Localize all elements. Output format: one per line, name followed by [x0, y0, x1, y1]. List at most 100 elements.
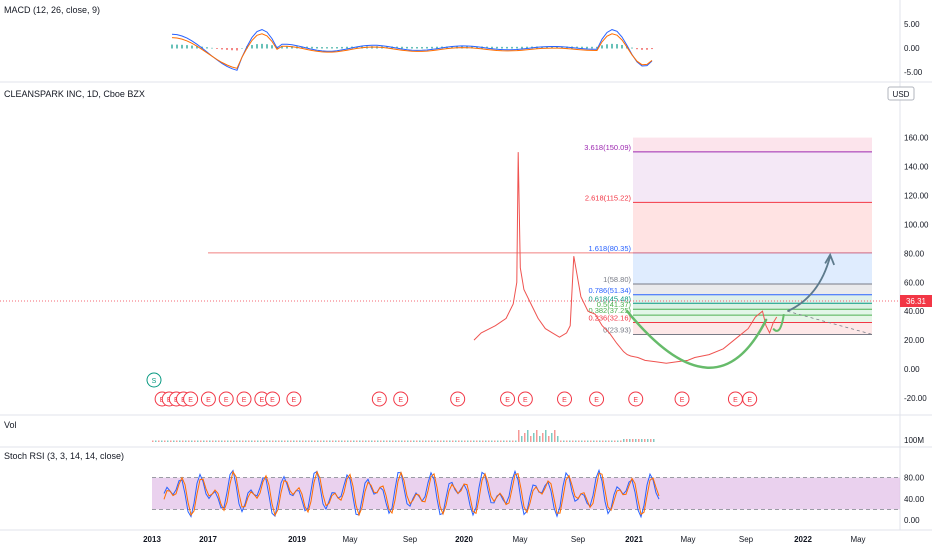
price-axis-tick: -20.00: [904, 394, 927, 403]
macd-histogram-bar: [291, 46, 293, 49]
volume-bar: [377, 440, 379, 442]
volume-bar: [494, 440, 496, 442]
macd-histogram-bar: [256, 44, 258, 49]
volume-bar: [188, 440, 190, 442]
volume-bar: [218, 440, 220, 442]
earnings-marker: [500, 391, 516, 407]
macd-histogram-bar: [311, 46, 313, 49]
volume-bar: [362, 440, 364, 442]
volume-bar: [257, 440, 259, 442]
macd-histogram-bar: [401, 46, 403, 49]
macd-histogram-bar: [636, 48, 638, 50]
price-axis-tick: 160.00: [904, 134, 929, 143]
macd-histogram-bar: [646, 48, 648, 50]
volume-bar: [485, 440, 487, 442]
volume-bar: [320, 440, 322, 442]
volume-bar: [161, 440, 163, 442]
earnings-marker: [742, 391, 758, 407]
price-axis-tick: 40.00: [904, 307, 925, 316]
currency-button[interactable]: [887, 86, 915, 101]
macd-axis-tick: -5.00: [904, 68, 923, 77]
fib-level-label: 0.382(37.25): [588, 306, 631, 315]
volume-bar: [578, 440, 580, 442]
macd-histogram-bar: [591, 46, 593, 49]
volume-bar: [599, 440, 601, 442]
volume-bar: [584, 440, 586, 442]
price-axis-tick: 140.00: [904, 163, 929, 172]
earnings-marker: [557, 391, 573, 407]
volume-bar: [542, 433, 544, 442]
earnings-marker: [286, 391, 302, 407]
volume-bar: [197, 440, 199, 442]
volume-bar: [170, 440, 172, 442]
volume-bar: [236, 440, 238, 442]
volume-bar: [620, 440, 622, 442]
macd-histogram-bar: [306, 46, 308, 49]
volume-bar: [632, 439, 634, 442]
fib-level-label: 3.618(150.09): [584, 143, 631, 152]
time-axis-label: Sep: [739, 535, 754, 544]
volume-bar: [614, 440, 616, 442]
macd-histogram-bar: [221, 48, 223, 50]
volume-bar: [206, 440, 208, 442]
macd-histogram-bar: [506, 46, 508, 49]
volume-bar: [500, 440, 502, 442]
volume-bar: [299, 440, 301, 442]
earnings-marker-label: E: [633, 397, 638, 404]
volume-bar: [248, 440, 250, 442]
time-axis-label: 2019: [288, 535, 306, 544]
volume-bar: [359, 440, 361, 442]
volume-bar: [455, 440, 457, 442]
earnings-marker: [628, 391, 644, 407]
trend-line: [787, 310, 873, 335]
volume-label: Vol: [4, 420, 17, 430]
price-panel: 3.618(150.09) 2.618(115.22) 1.618(80.35) 1(…: [0, 137, 900, 407]
time-axis-label: 2013: [143, 535, 161, 544]
last-price-tag: [900, 295, 932, 307]
time-axis-label: 2022: [794, 535, 812, 544]
earnings-marker-label: E: [292, 397, 297, 404]
volume-bar: [383, 440, 385, 442]
volume-axis-tick: 100M: [904, 436, 924, 445]
volume-bar: [527, 430, 529, 442]
volume-bar: [200, 440, 202, 442]
volume-bar: [269, 440, 271, 442]
macd-histogram-bar: [431, 46, 433, 49]
volume-bar: [491, 440, 493, 442]
volume-bar: [374, 440, 376, 442]
earnings-marker: [589, 391, 605, 407]
macd-axis-tick: 0.00: [904, 44, 920, 53]
volume-bar: [434, 440, 436, 442]
macd-line: [171, 29, 653, 71]
macd-histogram-bar: [271, 45, 273, 49]
volume-bar: [419, 440, 421, 442]
volume-bar: [479, 440, 481, 442]
projection-arrow: [787, 255, 832, 313]
volume-bar: [563, 440, 565, 442]
macd-histogram-bar: [611, 43, 613, 49]
volume-bar: [548, 436, 550, 442]
macd-histogram-bar: [286, 46, 288, 49]
volume-bar: [371, 440, 373, 442]
macd-histogram-bar: [451, 46, 453, 49]
volume-bar: [617, 440, 619, 442]
macd-histogram-bar: [171, 44, 173, 49]
earnings-marker-label: E: [242, 397, 247, 404]
fib-zone: [633, 252, 872, 285]
fib-zone: [633, 303, 872, 310]
price-axis-tick: 100.00: [904, 220, 929, 229]
time-axis-label: May: [512, 535, 527, 544]
macd-histogram-bar: [606, 44, 608, 49]
volume-bar: [458, 440, 460, 442]
stoch-rsi-label: Stoch RSI (3, 3, 14, 14, close): [4, 451, 124, 461]
volume-bar: [407, 440, 409, 442]
volume-bar: [368, 440, 370, 442]
fib-zone: [633, 202, 872, 253]
volume-bar: [158, 440, 160, 442]
macd-histogram-bar: [406, 46, 408, 49]
macd-histogram-bar: [261, 43, 263, 49]
volume-bar: [302, 440, 304, 442]
volume-bar: [602, 440, 604, 442]
volume-bar: [209, 440, 211, 442]
volume-bar: [515, 440, 517, 442]
